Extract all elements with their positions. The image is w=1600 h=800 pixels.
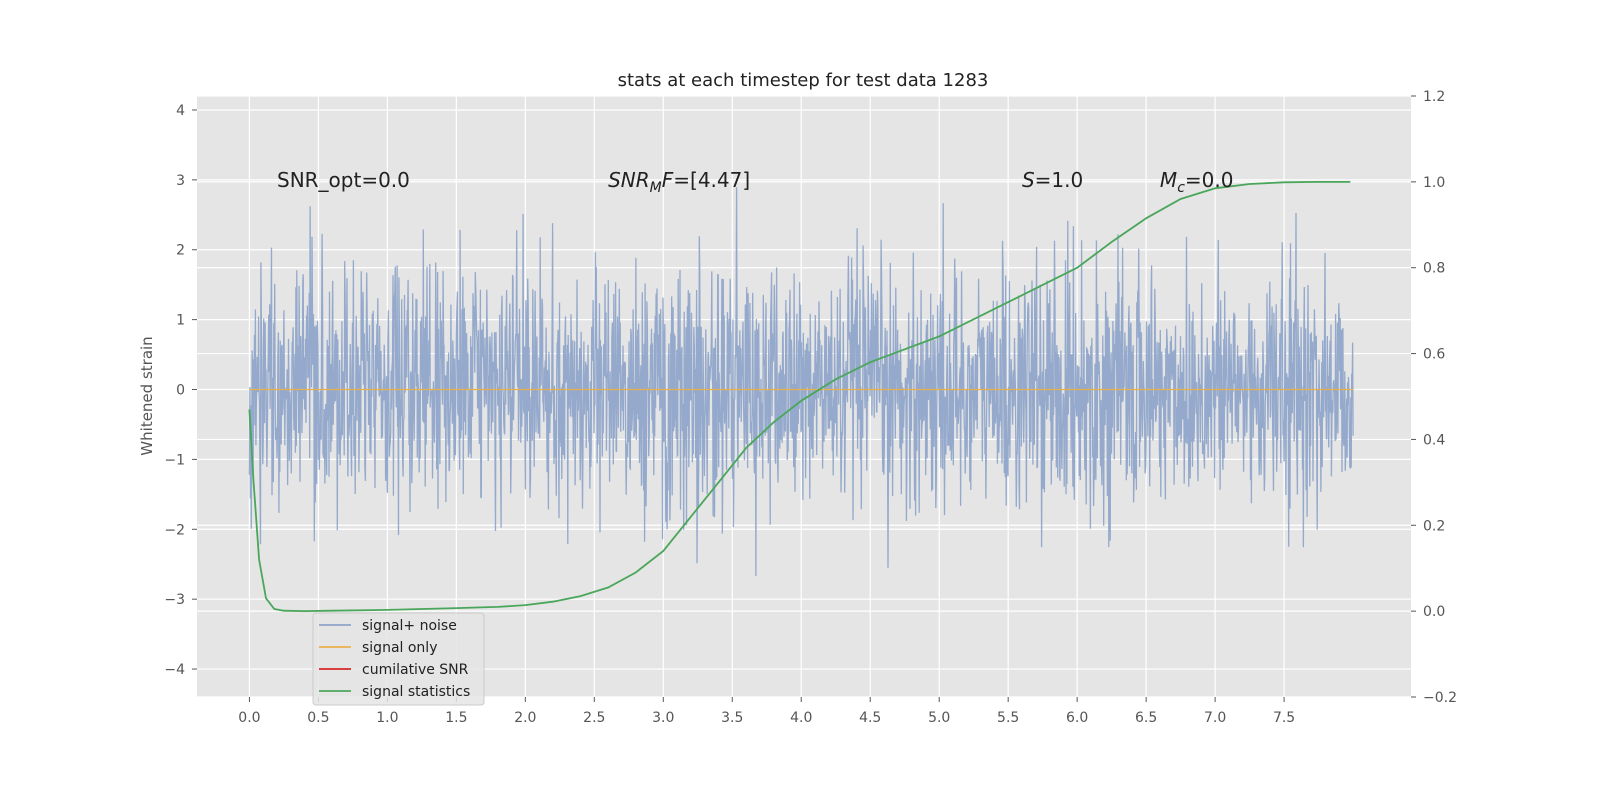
legend-label: signal statistics bbox=[362, 684, 470, 700]
y2-tick-label: 0.0 bbox=[1423, 604, 1445, 620]
y2-tick-label: 0.2 bbox=[1423, 518, 1445, 534]
y2-tick-label: 0.6 bbox=[1423, 347, 1445, 363]
annotation: SNRMF=[4.47] bbox=[608, 168, 750, 196]
y2-tick-label: 0.8 bbox=[1423, 261, 1445, 277]
annotations: SNR_opt=0.0 SNRMF=[4.47] S=1.0 Mc=0.0 bbox=[277, 168, 1233, 196]
x-tick-label: 0.0 bbox=[238, 710, 260, 726]
y2-tick-label: −0.2 bbox=[1423, 690, 1457, 706]
legend-label: signal only bbox=[362, 640, 437, 656]
axes: 0.0 0.5 1.0 1.5 2.0 2.5 3.0 3.5 4.0 4.5 5.0 5.5 6.0 6… bbox=[164, 89, 1457, 726]
y2-tick-label: 1.2 bbox=[1423, 89, 1445, 105]
y2-tick-label: 1.0 bbox=[1423, 175, 1445, 191]
x-tick-label: 4.0 bbox=[790, 710, 812, 726]
series-signal-statistics bbox=[248, 180, 1351, 613]
chart-title: stats at each timestep for test data 128… bbox=[618, 70, 989, 91]
y-tick-label: −1 bbox=[164, 452, 185, 468]
x-tick-label: 4.5 bbox=[859, 710, 881, 726]
y-tick-label: 4 bbox=[176, 103, 185, 119]
x-tick-label: 1.0 bbox=[376, 710, 398, 726]
x-tick-label: 1.5 bbox=[445, 710, 467, 726]
x-tick-label: 3.0 bbox=[652, 710, 674, 726]
y-tick-label: 0 bbox=[176, 383, 185, 399]
y-tick-label: 2 bbox=[176, 243, 185, 259]
x-tick-label: 7.5 bbox=[1273, 710, 1295, 726]
y-axis-label: Whitened strain bbox=[138, 336, 156, 455]
y2-tick-label: 0.4 bbox=[1423, 432, 1445, 448]
x-tick-label: 2.0 bbox=[514, 710, 536, 726]
legend-box bbox=[312, 612, 485, 706]
x-tick-label: 7.0 bbox=[1204, 710, 1226, 726]
annotation: Mc=0.0 bbox=[1160, 168, 1234, 196]
x-tick-label: 5.5 bbox=[997, 710, 1019, 726]
series-signal-noise bbox=[248, 187, 1354, 577]
x-tick-label: 0.5 bbox=[307, 710, 329, 726]
legend-label: cumilative SNR bbox=[362, 662, 469, 678]
annotation: S=1.0 bbox=[1022, 168, 1083, 192]
y-tick-label: −4 bbox=[164, 662, 185, 678]
series-layer bbox=[248, 180, 1354, 613]
legend: signal+ noise signal only cumilative SNR si… bbox=[312, 612, 485, 706]
y-tick-label: 3 bbox=[176, 173, 185, 189]
legend-label: signal+ noise bbox=[362, 618, 457, 634]
x-tick-label: 6.0 bbox=[1066, 710, 1088, 726]
y-tick-label: −3 bbox=[164, 592, 185, 608]
x-tick-label: 3.5 bbox=[721, 710, 743, 726]
y-tick-label: −2 bbox=[164, 522, 185, 538]
y-tick-label: 1 bbox=[176, 313, 185, 329]
x-tick-label: 2.5 bbox=[583, 710, 605, 726]
x-tick-label: 6.5 bbox=[1135, 710, 1157, 726]
annotation: SNR_opt=0.0 bbox=[277, 168, 410, 192]
x-tick-label: 5.0 bbox=[928, 710, 950, 726]
grid-lines bbox=[197, 95, 1411, 698]
